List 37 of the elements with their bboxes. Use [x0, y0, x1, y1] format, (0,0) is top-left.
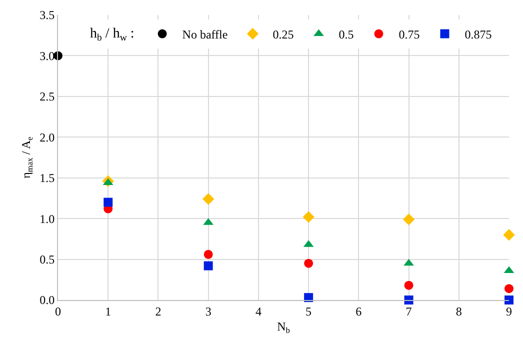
point — [304, 258, 314, 268]
point — [104, 198, 113, 207]
y-tick-label: 2.5 — [40, 90, 55, 104]
x-tick-label: 2 — [155, 304, 162, 318]
y-tick-label: 0.5 — [40, 252, 55, 266]
legend-label: 0.75 — [398, 27, 420, 42]
y-tick-label: 1.5 — [40, 171, 55, 186]
point — [504, 296, 514, 304]
point — [504, 284, 514, 294]
point — [302, 211, 314, 223]
y-tick-label: 2.0 — [40, 130, 55, 144]
x-tick-label: 3 — [205, 304, 212, 318]
legend-label: 0.875 — [464, 27, 492, 42]
x-axis-title: N$_{b}$ — [277, 319, 290, 335]
x-tick-label: 5 — [306, 304, 312, 318]
x-tick-label: 8 — [456, 304, 462, 318]
legend-title: h$_{b}$ / h$_{w}$ : — [90, 26, 134, 44]
y-tick-label: 1.0 — [40, 212, 55, 226]
x-tick-label: 0 — [55, 304, 61, 318]
point — [503, 229, 515, 241]
legend-label: 0.5 — [338, 27, 354, 42]
legend-label: No baffle — [182, 27, 228, 42]
y-tick-label: 0.0 — [40, 293, 55, 308]
x-tick-label: 4 — [255, 304, 262, 318]
point — [202, 193, 214, 205]
point — [404, 258, 414, 266]
point — [204, 261, 213, 270]
x-tick-label: 7 — [406, 304, 412, 318]
point — [204, 250, 213, 259]
point — [404, 280, 414, 290]
y-tick-label: 3.0 — [40, 48, 55, 63]
x-tick-label: 9 — [506, 304, 512, 318]
x-tick-label: 1 — [105, 304, 112, 318]
y-tick-label: 3.5 — [40, 8, 55, 22]
x-tick-label: 6 — [356, 304, 362, 318]
legend-label: 0.25 — [272, 27, 294, 42]
point — [402, 214, 415, 226]
